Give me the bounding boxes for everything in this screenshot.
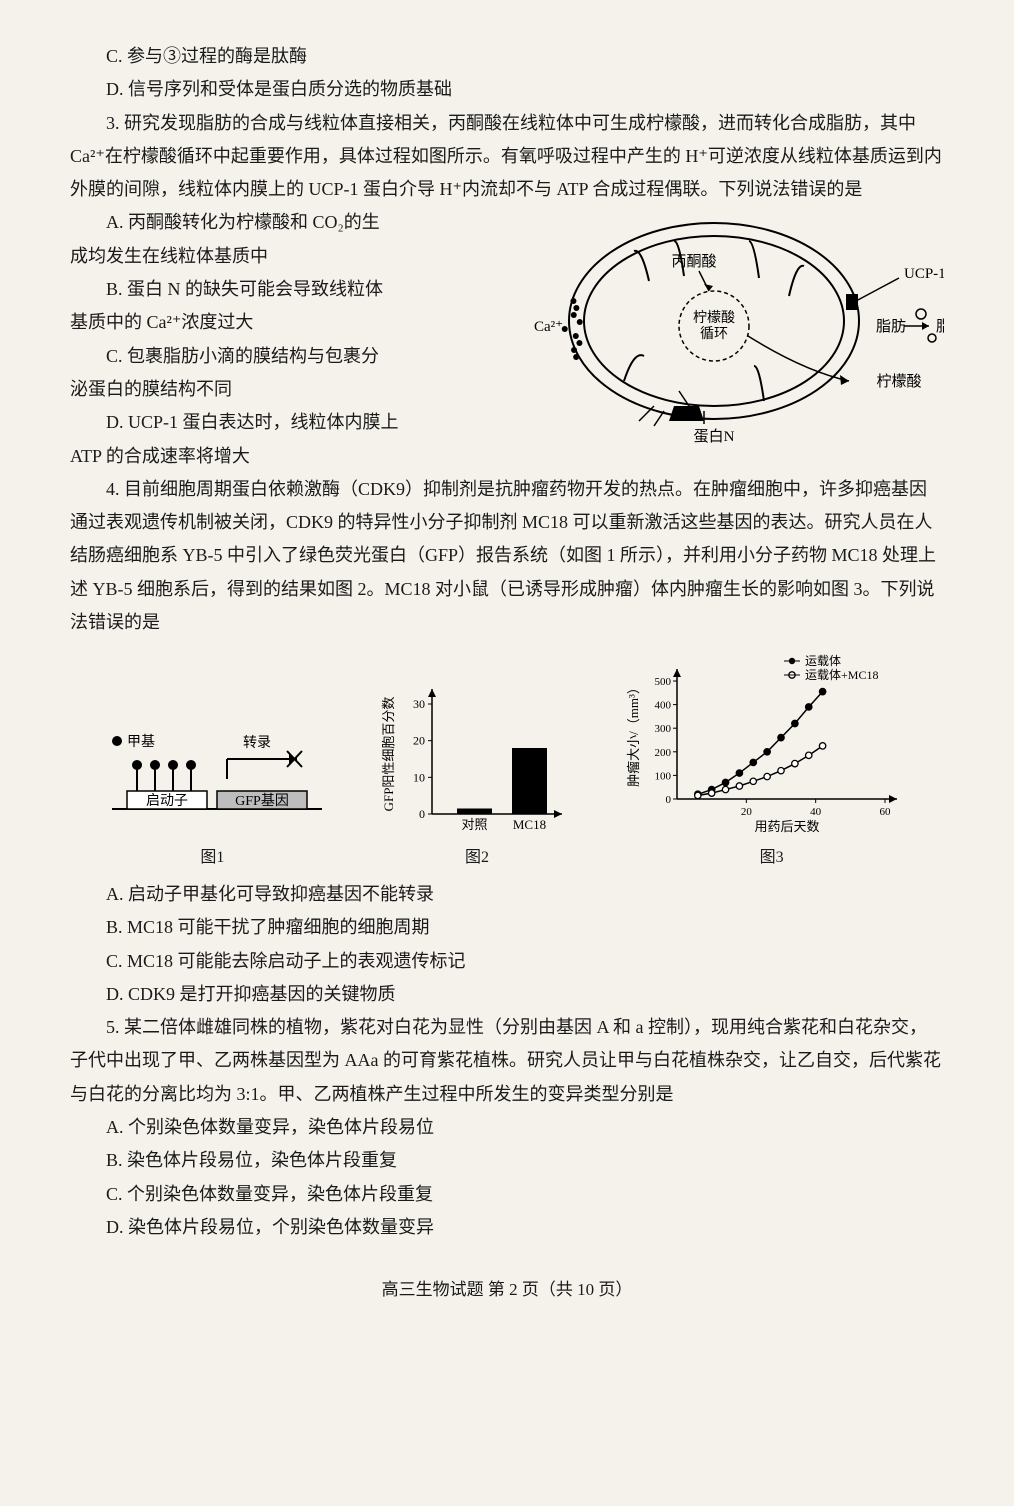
q3-option-a-l2: 成均发生在线粒体基质中 bbox=[70, 240, 494, 273]
q4-figure-row: 启动子GFP基因甲基转录 图1 0102030GFP阳性细胞百分数对照MC18 … bbox=[70, 649, 944, 873]
q4-option-a: A. 启动子甲基化可导致抑癌基因不能转录 bbox=[70, 878, 944, 911]
svg-text:200: 200 bbox=[654, 747, 671, 759]
svg-text:运载体+MC18: 运载体+MC18 bbox=[805, 668, 878, 682]
q3-mitochondrion-diagram: 柠檬酸循环丙酮酸柠檬酸UCP-1蛋白脂肪脂滴Ca²⁺蛋白N bbox=[504, 206, 944, 446]
q4-figure-3: 0 100 200 300 400 500 20 40 60 用药后天数 肿瘤大小/（mm³） 运载体… bbox=[622, 649, 922, 839]
svg-text:蛋白N: 蛋白N bbox=[694, 428, 735, 445]
svg-text:GFP阳性细胞百分数: GFP阳性细胞百分数 bbox=[381, 697, 396, 812]
svg-text:脂滴: 脂滴 bbox=[936, 317, 944, 335]
q4-figure-1-label: 图1 bbox=[200, 843, 224, 873]
svg-text:GFP基因: GFP基因 bbox=[235, 792, 289, 809]
svg-text:30: 30 bbox=[413, 697, 425, 711]
svg-text:循环: 循环 bbox=[700, 326, 728, 342]
q5-stem: 5. 某二倍体雌雄同株的植物，紫花对白花为显性（分别由基因 A 和 a 控制），… bbox=[70, 1011, 944, 1111]
q4-stem: 4. 目前细胞周期蛋白依赖激酶（CDK9）抑制剂是抗肿瘤药物开发的热点。在肿瘤细… bbox=[70, 473, 944, 639]
q3-option-d-l1: D. UCP-1 蛋白表达时，线粒体内膜上 bbox=[70, 406, 494, 439]
svg-text:20: 20 bbox=[740, 806, 752, 818]
svg-text:400: 400 bbox=[654, 700, 671, 712]
svg-text:Ca²⁺: Ca²⁺ bbox=[534, 319, 563, 335]
q3-stem: 3. 研究发现脂肪的合成与线粒体直接相关，丙酮酸在线粒体中可生成柠檬酸，进而转化… bbox=[70, 107, 944, 207]
svg-text:丙酮酸: 丙酮酸 bbox=[671, 253, 716, 270]
q3-option-c-l2: 泌蛋白的膜结构不同 bbox=[70, 373, 494, 406]
q5-option-b: B. 染色体片段易位，染色体片段重复 bbox=[70, 1144, 944, 1177]
q2-option-c: C. 参与③过程的酶是肽酶 bbox=[70, 40, 944, 73]
q3-option-d-l2: ATP 的合成速率将增大 bbox=[70, 440, 494, 473]
svg-text:100: 100 bbox=[654, 771, 671, 783]
svg-text:肿瘤大小/（mm³）: 肿瘤大小/（mm³） bbox=[626, 681, 641, 787]
q4-figure-1: 启动子 GFP基因 甲基 转录 bbox=[92, 699, 332, 839]
svg-text:柠檬酸: 柠檬酸 bbox=[876, 373, 921, 390]
svg-text:脂肪: 脂肪 bbox=[876, 318, 906, 335]
svg-text:60: 60 bbox=[879, 806, 891, 818]
q2-option-d: D. 信号序列和受体是蛋白质分选的物质基础 bbox=[70, 73, 944, 106]
svg-text:对照: 对照 bbox=[461, 817, 487, 832]
svg-text:启动子: 启动子 bbox=[146, 793, 188, 809]
svg-text:0: 0 bbox=[665, 794, 671, 806]
svg-text:10: 10 bbox=[413, 771, 425, 785]
svg-text:甲基: 甲基 bbox=[127, 733, 155, 750]
svg-text:500: 500 bbox=[654, 676, 671, 688]
q5-option-a: A. 个别染色体数量变异，染色体片段易位 bbox=[70, 1111, 944, 1144]
svg-text:0: 0 bbox=[419, 807, 425, 821]
q3-option-c-l1: C. 包裹脂肪小滴的膜结构与包裹分 bbox=[70, 340, 494, 373]
svg-text:转录: 转录 bbox=[243, 735, 271, 751]
svg-text:UCP-1蛋白: UCP-1蛋白 bbox=[904, 265, 944, 282]
svg-text:用药后天数: 用药后天数 bbox=[754, 819, 819, 834]
svg-text:柠檬酸: 柠檬酸 bbox=[693, 310, 735, 326]
svg-text:MC18: MC18 bbox=[513, 817, 546, 832]
q4-figure-2-label: 图2 bbox=[465, 843, 489, 873]
q3-option-b-l1: B. 蛋白 N 的缺失可能会导致线粒体 bbox=[70, 273, 494, 306]
svg-text:20: 20 bbox=[413, 734, 425, 748]
q3-option-a-l1: A. 丙酮酸转化为柠檬酸和 CO₂的生 bbox=[70, 206, 494, 239]
q4-figure-3-label: 图3 bbox=[760, 843, 784, 873]
q5-option-d: D. 染色体片段易位，个别染色体数量变异 bbox=[70, 1211, 944, 1244]
svg-text:运载体: 运载体 bbox=[805, 654, 841, 668]
svg-text:300: 300 bbox=[654, 724, 671, 736]
q4-option-d: D. CDK9 是打开抑癌基因的关键物质 bbox=[70, 978, 944, 1011]
q4-option-c: C. MC18 可能能去除启动子上的表观遗传标记 bbox=[70, 945, 944, 978]
page-footer: 高三生物试题 第 2 页（共 10 页） bbox=[70, 1274, 944, 1305]
svg-text:40: 40 bbox=[810, 806, 822, 818]
q4-option-b: B. MC18 可能干扰了肿瘤细胞的细胞周期 bbox=[70, 911, 944, 944]
q5-option-c: C. 个别染色体数量变异，染色体片段重复 bbox=[70, 1178, 944, 1211]
q4-figure-2: 0 10 20 30 GFP阳性细胞百分数对照 MC18 bbox=[377, 669, 577, 839]
q3-option-b-l2: 基质中的 Ca²⁺浓度过大 bbox=[70, 306, 494, 339]
